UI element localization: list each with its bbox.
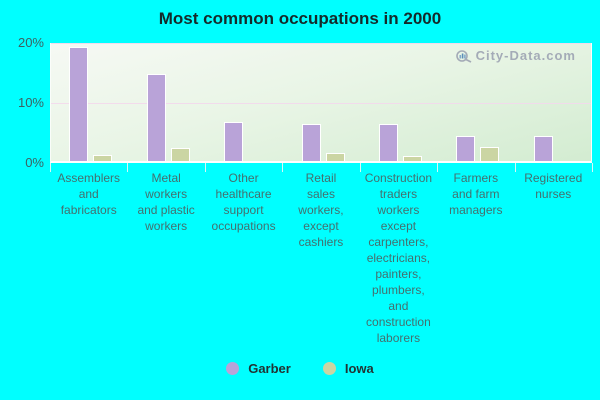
x-tick-mark (50, 163, 51, 172)
x-tick-label-4: Construction traders workers except carp… (364, 171, 433, 345)
legend-swatch-icon (226, 362, 240, 375)
bar-iowa-4 (402, 156, 422, 161)
bar-iowa-3 (325, 153, 345, 161)
x-tick-mark (514, 163, 516, 172)
bar-garber-3 (301, 124, 321, 161)
bar-garber-0 (69, 47, 89, 161)
bar-iowa-0 (93, 155, 113, 161)
x-tick-mark (204, 163, 206, 172)
x-tick-mark (282, 163, 284, 172)
watermark-text: City-Data.com (475, 48, 576, 63)
bar-iowa-1 (170, 148, 190, 161)
y-tick-label-20: 20% (17, 35, 44, 50)
x-tick-mark (127, 163, 129, 172)
x-axis-labels: Assemblers and fabricators Metal workers … (50, 170, 592, 346)
legend-item-iowa: Iowa (322, 361, 374, 376)
bar-garber-5 (456, 136, 476, 161)
bar-garber-4 (378, 124, 398, 161)
legend-label: Iowa (344, 361, 374, 376)
bar-garber-1 (146, 74, 166, 161)
bar-iowa-5 (480, 147, 500, 161)
x-tick-label-3: Retail sales workers, except cashiers (298, 171, 344, 249)
bar-garber-2 (224, 122, 244, 161)
gridline-10 (51, 103, 591, 104)
x-tick-label-5: Farmers and farm managers (449, 171, 503, 217)
x-tick-label-1: Metal workers and plastic workers (137, 171, 195, 233)
x-tick-mark (592, 163, 593, 172)
x-tick-label-2: Other healthcare support occupations (211, 171, 276, 233)
legend: Garber Iowa (0, 361, 600, 376)
magnifier-logo-icon (455, 49, 471, 63)
y-tick-label-10: 10% (17, 95, 44, 110)
x-tick-label-0: Assemblers and fabricators (57, 171, 121, 217)
legend-label: Garber (248, 361, 291, 376)
legend-item-garber: Garber (226, 361, 291, 376)
watermark: City-Data.com (455, 48, 576, 63)
legend-swatch-icon (322, 362, 336, 375)
x-tick-mark (437, 163, 439, 172)
x-tick-mark (359, 163, 361, 172)
bar-garber-6 (533, 136, 553, 161)
y-tick-label-0: 0% (25, 155, 44, 170)
gridline-20 (51, 43, 591, 44)
plot-area: City-Data.com (50, 43, 592, 163)
chart-title: Most common occupations in 2000 (158, 9, 442, 28)
x-tick-label-6: Registered nurses (524, 171, 583, 201)
